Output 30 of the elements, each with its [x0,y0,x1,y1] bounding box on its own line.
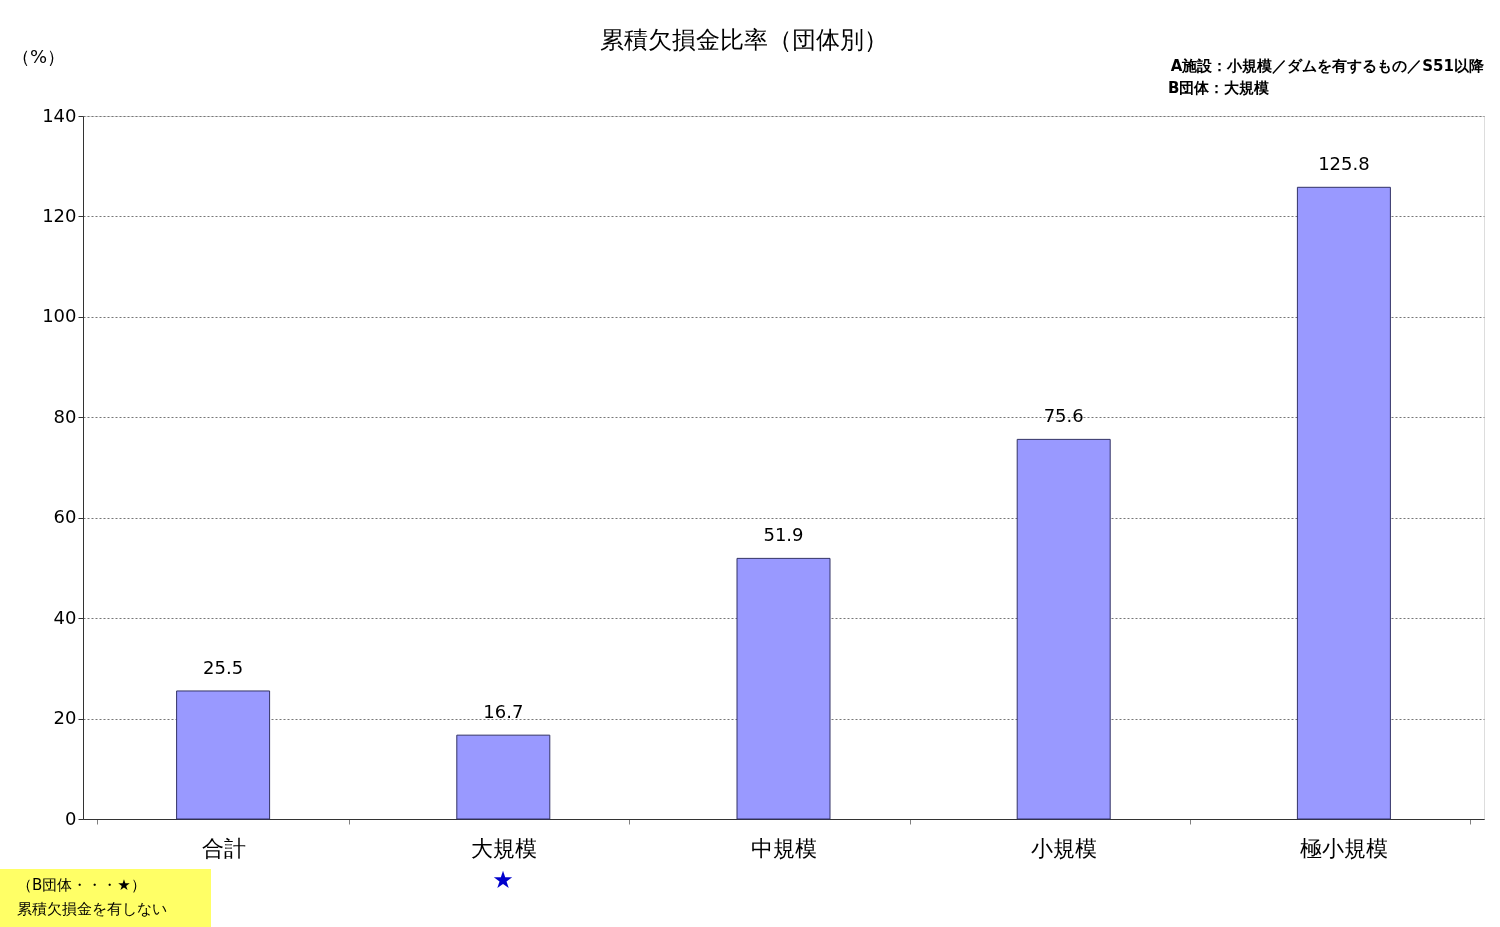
y-tick-label: 80 [53,405,77,427]
y-tick-label: 60 [53,506,77,528]
x-tick-label: 極小規模 [1300,835,1389,861]
bar [736,557,831,820]
y-tick-label: 40 [53,606,77,628]
data-label: 75.6 [1043,405,1084,427]
text: ★ [492,866,514,894]
data-label: 125.8 [1318,153,1370,175]
bar [176,690,271,820]
text: 累積欠損金を有しない [17,900,167,918]
y-tick-label: 100 [42,305,77,327]
text: （B団体・・・★） [17,876,146,894]
x-tick-label: 小規模 [1031,835,1098,861]
y-axis-title: （%） [11,45,66,67]
bar [456,734,551,820]
x-tick-label: 合計 [201,835,246,861]
bar [1016,438,1111,820]
text: B団体：大規模 [1168,79,1271,97]
y-tick-label: 20 [53,707,77,729]
text: A施設：小規模／ダムを有するもの／S51以降 [1170,57,1485,75]
x-tick-label: 中規模 [751,835,817,861]
bar [1296,186,1391,820]
y-tick-label: 140 [42,104,77,126]
chart-title: 累積欠損金比率（団体別） [599,26,888,54]
data-label: 25.5 [203,656,244,678]
y-tick-label: 0 [65,807,77,829]
y-tick-label: 120 [42,204,77,226]
data-label: 16.7 [483,701,524,723]
x-tick-label: 大規模 [470,835,537,861]
data-label: 51.9 [763,524,804,546]
